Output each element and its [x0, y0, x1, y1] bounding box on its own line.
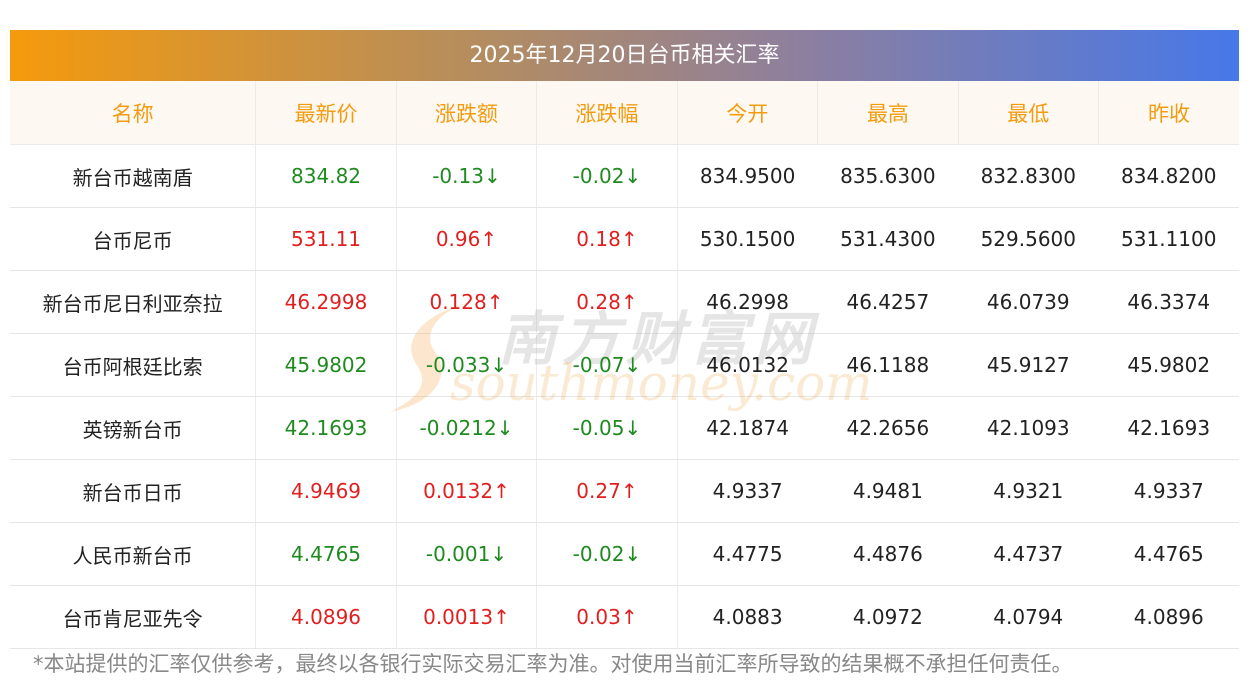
- cell-high: 46.4257: [817, 270, 959, 334]
- cell-pct: -0.07↓: [536, 333, 678, 397]
- cell-open: 4.0883: [677, 585, 818, 649]
- cell-prev: 46.3374: [1098, 270, 1239, 334]
- cell-latest: 45.9802: [255, 333, 397, 397]
- cell-change: -0.13↓: [396, 144, 538, 208]
- cell-high: 4.0972: [817, 585, 959, 649]
- cell-low: 46.0739: [958, 270, 1099, 334]
- cell-change: -0.033↓: [396, 333, 538, 397]
- cell-open: 46.0132: [677, 333, 818, 397]
- table-row: 台币尼币 531.11 0.96↑ 0.18↑ 530.1500 531.4300 529.…: [10, 207, 1239, 271]
- cell-latest: 4.4765: [255, 522, 397, 586]
- cell-change: -0.0212↓: [396, 396, 538, 460]
- table-row: 台币阿根廷比索 45.9802 -0.033↓ -0.07↓ 46.0132 46.118…: [10, 333, 1239, 397]
- table-title: 2025年12月20日台币相关汇率: [10, 30, 1239, 81]
- cell-high: 4.4876: [817, 522, 959, 586]
- cell-low: 45.9127: [958, 333, 1099, 397]
- cell-high: 531.4300: [817, 207, 959, 271]
- cell-pct: -0.05↓: [536, 396, 678, 460]
- cell-name: 人民币新台币: [10, 522, 257, 586]
- rates-panel: 2025年12月20日台币相关汇率 名称 最新价 涨跌额 涨跌幅 今开 最高 最…: [10, 30, 1239, 649]
- table-row: 新台币尼日利亚奈拉 46.2998 0.128↑ 0.28↑ 46.2998 46.425…: [10, 270, 1239, 334]
- cell-high: 42.2656: [817, 396, 959, 460]
- cell-prev: 834.8200: [1098, 144, 1239, 208]
- cell-high: 46.1188: [817, 333, 959, 397]
- table-row: 新台币日币 4.9469 0.0132↑ 0.27↑ 4.9337 4.9481 4.932…: [10, 459, 1239, 523]
- cell-low: 832.8300: [958, 144, 1099, 208]
- cell-prev: 42.1693: [1098, 396, 1239, 460]
- col-header-high: 最高: [817, 81, 959, 145]
- cell-name: 新台币尼日利亚奈拉: [10, 270, 257, 334]
- cell-low: 529.5600: [958, 207, 1099, 271]
- cell-latest: 834.82: [255, 144, 397, 208]
- cell-open: 530.1500: [677, 207, 818, 271]
- cell-latest: 42.1693: [255, 396, 397, 460]
- cell-change: 0.128↑: [396, 270, 538, 334]
- cell-pct: 0.28↑: [536, 270, 678, 334]
- disclaimer: *本站提供的汇率仅供参考，最终以各银行实际交易汇率为准。对使用当前汇率所导致的结…: [33, 652, 1073, 676]
- cell-open: 4.4775: [677, 522, 818, 586]
- cell-prev: 4.0896: [1098, 585, 1239, 649]
- cell-prev: 531.1100: [1098, 207, 1239, 271]
- col-header-prev: 昨收: [1098, 81, 1239, 145]
- col-header-pct: 涨跌幅: [536, 81, 678, 145]
- col-header-latest: 最新价: [255, 81, 397, 145]
- table-row: 台币肯尼亚先令 4.0896 0.0013↑ 0.03↑ 4.0883 4.0972 4.0…: [10, 585, 1239, 649]
- cell-change: 0.0013↑: [396, 585, 538, 649]
- cell-pct: 0.18↑: [536, 207, 678, 271]
- cell-name: 新台币日币: [10, 459, 257, 523]
- cell-latest: 531.11: [255, 207, 397, 271]
- cell-low: 4.0794: [958, 585, 1099, 649]
- col-header-change: 涨跌额: [396, 81, 538, 145]
- table-row: 英镑新台币 42.1693 -0.0212↓ -0.05↓ 42.1874 42.2656…: [10, 396, 1239, 460]
- cell-pct: -0.02↓: [536, 522, 678, 586]
- cell-change: 0.0132↑: [396, 459, 538, 523]
- cell-high: 835.6300: [817, 144, 959, 208]
- cell-name: 英镑新台币: [10, 396, 257, 460]
- col-header-open: 今开: [677, 81, 819, 145]
- col-header-low: 最低: [958, 81, 1100, 145]
- table-row: 人民币新台币 4.4765 -0.001↓ -0.02↓ 4.4775 4.4876 4.4…: [10, 522, 1239, 586]
- cell-open: 4.9337: [677, 459, 818, 523]
- rates-table: 名称 最新价 涨跌额 涨跌幅 今开 最高 最低 昨收 新台币越南盾 834.82-…: [10, 81, 1239, 649]
- cell-change: 0.96↑: [396, 207, 538, 271]
- cell-name: 台币肯尼亚先令: [10, 585, 257, 649]
- cell-latest: 46.2998: [255, 270, 397, 334]
- cell-low: 42.1093: [958, 396, 1099, 460]
- table-row: 新台币越南盾 834.82 -0.13↓ -0.02↓ 834.9500 835.6300…: [10, 144, 1239, 208]
- cell-latest: 4.9469: [255, 459, 397, 523]
- cell-change: -0.001↓: [396, 522, 538, 586]
- col-header-name: 名称: [10, 81, 257, 145]
- cell-low: 4.4737: [958, 522, 1099, 586]
- cell-open: 834.9500: [677, 144, 818, 208]
- cell-pct: 0.03↑: [536, 585, 678, 649]
- cell-pct: 0.27↑: [536, 459, 678, 523]
- cell-pct: -0.02↓: [536, 144, 678, 208]
- cell-name: 新台币越南盾: [10, 144, 257, 208]
- header-row: 名称 最新价 涨跌额 涨跌幅 今开 最高 最低 昨收: [10, 81, 1239, 145]
- cell-prev: 45.9802: [1098, 333, 1239, 397]
- cell-open: 42.1874: [677, 396, 818, 460]
- cell-name: 台币阿根廷比索: [10, 333, 257, 397]
- cell-open: 46.2998: [677, 270, 818, 334]
- cell-high: 4.9481: [817, 459, 959, 523]
- cell-prev: 4.4765: [1098, 522, 1239, 586]
- cell-name: 台币尼币: [10, 207, 257, 271]
- cell-prev: 4.9337: [1098, 459, 1239, 523]
- cell-low: 4.9321: [958, 459, 1099, 523]
- cell-latest: 4.0896: [255, 585, 397, 649]
